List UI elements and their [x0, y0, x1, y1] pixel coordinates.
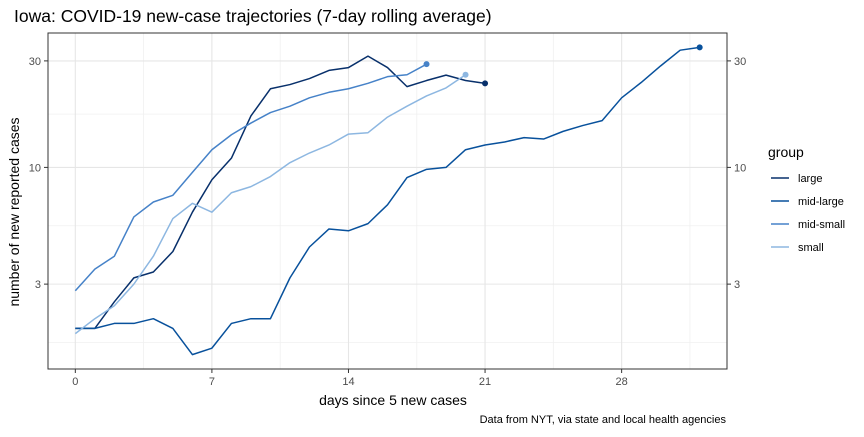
legend-label-small: small [798, 242, 824, 254]
series-line-small [74, 74, 466, 335]
y-tick-label-right: 30 [734, 56, 746, 68]
legend: group large mid-large mid-small small [768, 144, 845, 254]
x-tick-label: 7 [209, 376, 215, 388]
series-endpoint-large [482, 80, 489, 87]
series-line-mid-small [74, 63, 427, 292]
chart-title: Iowa: COVID-19 new-case trajectories (7-… [14, 6, 492, 26]
plot-background [48, 33, 727, 369]
series-line-large [75, 55, 486, 330]
legend-label-mid-small: mid-small [798, 219, 845, 231]
y-axis-label: number of new reported cases [6, 117, 22, 306]
x-tick-label: 14 [342, 376, 354, 388]
series-endpoint-mid-large [696, 44, 703, 51]
series-endpoint-mid-small [423, 61, 430, 68]
legend-label-large: large [798, 173, 822, 185]
x-tick-label: 28 [616, 376, 628, 388]
y-tick-label-right: 3 [734, 279, 740, 291]
y-tick-label-left: 3 [35, 279, 41, 291]
series-endpoint-small [462, 71, 469, 78]
x-tick-label: 0 [72, 376, 78, 388]
plot-area: 0 7 14 21 28 3 3 10 10 30 30 [29, 32, 746, 388]
legend-title: group [768, 144, 804, 160]
chart-caption: Data from NYT, via state and local healt… [480, 414, 727, 426]
y-tick-label-left: 10 [29, 162, 41, 174]
x-axis-label: days since 5 new cases [319, 392, 467, 408]
legend-label-mid-large: mid-large [798, 196, 844, 208]
y-tick-label-right: 10 [734, 162, 746, 174]
y-tick-label-left: 30 [29, 56, 41, 68]
plot-border [47, 32, 728, 370]
series-line-mid-large [75, 46, 700, 356]
x-tick-label: 21 [479, 376, 491, 388]
